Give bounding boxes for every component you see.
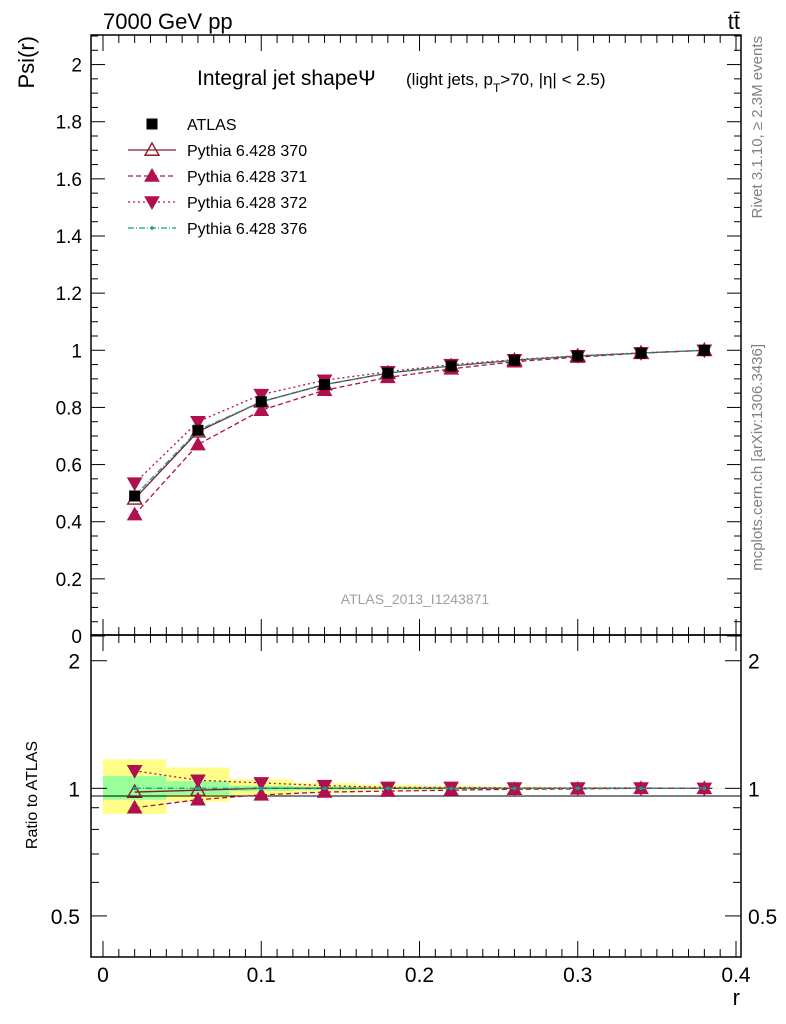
plot-title-cuts: (light jets, pT>70, |η| < 2.5) — [406, 70, 606, 95]
y-tick-label: 0.4 — [56, 513, 83, 534]
ratio-y-axis-label: Ratio to ATLAS — [24, 741, 41, 849]
x-tick-label: 0.4 — [721, 964, 751, 987]
y-tick-label: 2 — [71, 56, 82, 77]
ratio-point — [253, 777, 270, 791]
ratio-panel: 0.5 0.5 1 1 2 2 Ratio to ATLAS — [24, 634, 777, 958]
legend-label: Pythia 6.428 372 — [187, 195, 307, 212]
data-point — [255, 396, 267, 408]
data-point — [319, 379, 331, 391]
series-point — [253, 388, 270, 403]
y-tick-label: 1.2 — [56, 284, 82, 305]
ratio-point — [132, 786, 137, 791]
x-tick-label: 0.1 — [247, 964, 276, 987]
ratio-series — [126, 765, 713, 814]
data-point — [192, 424, 204, 436]
main-ticks: 0 0.2 0.4 0.6 0.8 1 1.2 1.4 1.6 1.8 2 — [56, 35, 741, 648]
ratio-point — [316, 779, 333, 794]
plot-title: Integral jet shapeΨ — [197, 67, 376, 90]
main-series — [126, 341, 713, 521]
x-tick-label: 0 — [97, 964, 109, 987]
legend-label: Pythia 6.428 370 — [187, 143, 307, 160]
mcplots-label: mcplots.cern.ch [arXiv:1306.3436] — [749, 344, 766, 571]
y-tick-label: 1 — [71, 341, 82, 362]
process-label: tt̄ — [728, 9, 740, 34]
series-point — [126, 477, 143, 492]
ratio-point — [322, 786, 327, 791]
ratio-y-tick-label-right: 1 — [748, 778, 760, 801]
x-tick-labels: 0 0.1 0.2 0.3 0.4 — [97, 964, 751, 987]
main-panel: 0 0.2 0.4 0.6 0.8 1 1.2 1.4 1.6 1.8 2 Integral jet… — [14, 34, 742, 648]
legend-marker — [150, 226, 154, 230]
ratio-y-tick-label: 0.5 — [51, 906, 80, 929]
series-point — [190, 436, 206, 451]
ratio-y-tick-label: 1 — [68, 778, 80, 801]
series-point — [126, 506, 143, 521]
legend: ATLAS Pythia 6.428 370 Pythia 6.428 371 Pyt… — [128, 117, 307, 238]
ratio-point — [702, 786, 707, 791]
y-tick-label: 0.6 — [56, 456, 82, 477]
legend-label: ATLAS — [187, 117, 237, 134]
ratio-point — [253, 786, 270, 801]
title-cuts-subscript: T — [493, 81, 501, 95]
ratio-y-tick-label-right: 2 — [748, 651, 760, 674]
rivet-version-label: Rivet 3.1.10, ≥ 2.3M events — [749, 36, 766, 219]
ratio-y-tick-label: 2 — [68, 651, 80, 674]
ratio-y-tick-label-right: 0.5 — [748, 906, 777, 929]
data-point — [508, 354, 520, 366]
y-axis-label: Psi(r) — [14, 36, 39, 89]
ratio-frame — [90, 634, 742, 958]
x-tick-label: 0.2 — [405, 964, 434, 987]
y-tick-label: 1.8 — [56, 113, 82, 134]
ratio-point — [575, 786, 580, 791]
ratio-point — [126, 765, 143, 779]
legend-label: Pythia 6.428 371 — [187, 169, 307, 186]
x-axis-label: r — [733, 985, 740, 1010]
series-point — [190, 415, 206, 430]
ratio-ticks: 0.5 0.5 1 1 2 2 — [51, 635, 777, 958]
watermark-label: ATLAS_2013_I1243871 — [341, 591, 490, 607]
legend-label: Pythia 6.428 376 — [187, 221, 307, 238]
y-tick-label: 1.6 — [56, 170, 82, 191]
series-line — [134, 349, 705, 516]
ratio-point — [386, 786, 390, 791]
data-point — [635, 347, 647, 359]
data-point — [382, 367, 394, 379]
title-cuts-part1: (light jets, p — [406, 70, 493, 89]
y-tick-label: 1.4 — [56, 227, 83, 248]
data-point — [129, 490, 141, 502]
x-tick-label: 0.3 — [563, 964, 592, 987]
ratio-point — [259, 786, 264, 791]
data-point — [698, 344, 710, 356]
ratio-point — [190, 774, 206, 789]
ratio-point — [449, 786, 453, 791]
data-point — [572, 350, 584, 362]
legend-marker — [143, 141, 161, 156]
title-cuts-part2: >70, |η| < 2.5) — [500, 70, 605, 89]
ratio-point — [126, 783, 143, 798]
y-tick-label: 0 — [71, 627, 82, 648]
data-point — [445, 360, 457, 372]
ratio-point — [190, 791, 206, 806]
ratio-point — [639, 786, 643, 791]
ratio-point — [126, 799, 143, 814]
ratio-point — [512, 786, 517, 791]
series-point — [253, 402, 270, 417]
legend-marker — [146, 118, 158, 130]
ratio-point — [196, 786, 200, 791]
legend-marker — [144, 196, 160, 211]
y-tick-label: 0.8 — [56, 398, 82, 419]
energy-label: 7000 GeV pp — [103, 9, 233, 34]
series-line — [134, 349, 705, 497]
y-tick-label: 0.2 — [56, 570, 82, 591]
legend-marker — [144, 167, 160, 182]
